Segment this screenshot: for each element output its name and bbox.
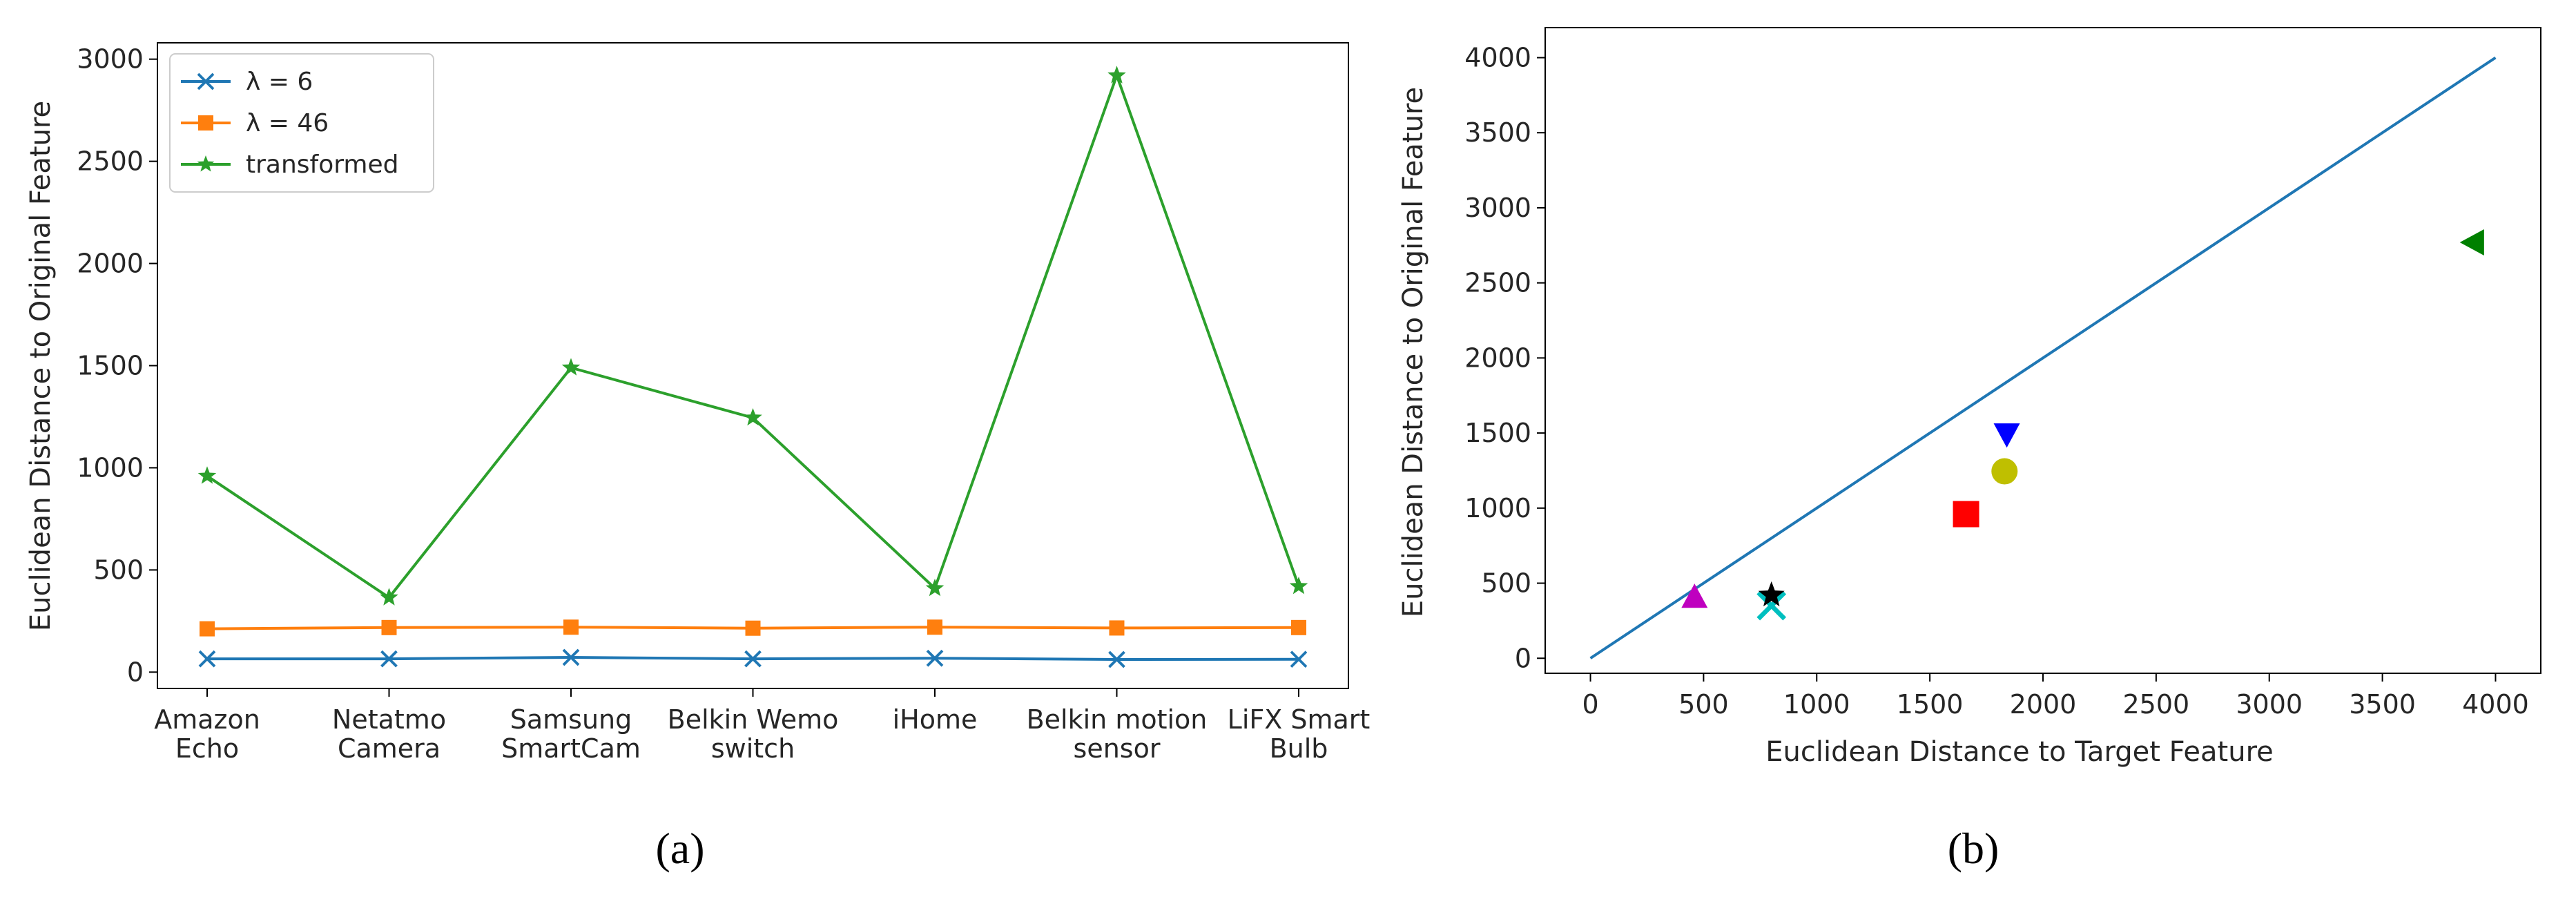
x-tick-label: 3000 bbox=[2236, 689, 2303, 720]
chart-b-plot-frame bbox=[1544, 27, 2541, 674]
chart-b-y-ticks: 0 500 1000 1500 2000 2500 3000 3500 4000 bbox=[1464, 42, 1545, 673]
x-tick-label: 2500 bbox=[2123, 689, 2190, 720]
x-tick-label: 4000 bbox=[2462, 689, 2529, 720]
caption-b: (b) bbox=[1948, 824, 1999, 873]
legend-label: transformed bbox=[246, 151, 398, 179]
chart-b: 0 500 1000 1500 2000 2500 3000 3500 4000 0 500 100… bbox=[1397, 27, 2541, 768]
data-point bbox=[562, 648, 580, 666]
x-tick-label: Samsung bbox=[510, 704, 632, 735]
data-point bbox=[1289, 577, 1308, 595]
data-point bbox=[1109, 620, 1125, 636]
chart-a-y-axis-label: Euclidean Distance to Original Feature bbox=[25, 101, 57, 631]
data-point bbox=[925, 579, 945, 597]
scatter-point bbox=[1993, 423, 2020, 448]
x-tick-label: Echo bbox=[175, 733, 239, 764]
chart-b-y-axis-label: Euclidean Distance to Original Feature bbox=[1397, 87, 1429, 617]
legend-swatch-marker bbox=[198, 115, 213, 131]
y-tick-label: 2000 bbox=[77, 249, 144, 279]
x-tick-label: switch bbox=[711, 733, 795, 764]
data-point bbox=[381, 619, 397, 635]
x-tick-label: Belkin Wemo bbox=[668, 704, 839, 735]
chart-a-legend: λ = 6 λ = 46 transformed bbox=[169, 53, 434, 193]
data-point bbox=[380, 588, 398, 606]
scatter-point bbox=[1756, 590, 1787, 621]
y-tick-label: 0 bbox=[1515, 643, 1531, 673]
data-point bbox=[745, 620, 761, 636]
data-point bbox=[744, 650, 762, 668]
x-tick-label: 2000 bbox=[2010, 689, 2077, 720]
y-tick-label: 2500 bbox=[77, 146, 144, 177]
legend-label: λ = 6 bbox=[246, 68, 313, 96]
chart-a-y-ticks: 0 500 1000 1500 2000 2500 3000 bbox=[77, 44, 157, 687]
x-tick-label: Amazon bbox=[154, 704, 260, 735]
data-point bbox=[927, 619, 942, 635]
y-tick-label: 1500 bbox=[1464, 418, 1531, 448]
x-tick-label: 0 bbox=[1582, 689, 1598, 720]
data-point bbox=[380, 650, 398, 668]
data-point bbox=[926, 649, 944, 667]
x-tick-label: SmartCam bbox=[501, 733, 641, 764]
scatter-point bbox=[2459, 229, 2484, 255]
scatter-point bbox=[1991, 458, 2018, 485]
data-point bbox=[198, 650, 216, 668]
scatter-point bbox=[1681, 583, 1708, 608]
y-tick-label: 4000 bbox=[1464, 42, 1531, 73]
chart-b-reference-line bbox=[1589, 56, 2497, 659]
x-tick-label: Bulb bbox=[1270, 733, 1328, 764]
data-point bbox=[1290, 650, 1308, 668]
data-point bbox=[744, 408, 762, 426]
x-tick-label: 1000 bbox=[1783, 689, 1850, 720]
chart-a-series bbox=[197, 66, 1308, 668]
scatter-point bbox=[1758, 581, 1785, 607]
x-tick-label: 3500 bbox=[2349, 689, 2416, 720]
x-tick-label: Belkin motion bbox=[1027, 704, 1208, 735]
y-tick-label: 1000 bbox=[1464, 493, 1531, 523]
data-point bbox=[563, 619, 579, 635]
x-tick-label: sensor bbox=[1074, 733, 1161, 764]
x-tick-label: LiFX Smart bbox=[1228, 704, 1371, 735]
data-point bbox=[197, 466, 217, 484]
legend-box bbox=[169, 53, 434, 193]
legend-label: λ = 46 bbox=[246, 109, 329, 137]
y-tick-label: 1000 bbox=[77, 452, 144, 483]
y-tick-label: 3000 bbox=[1464, 193, 1531, 223]
x-tick-label: 1500 bbox=[1897, 689, 1964, 720]
x-tick-label: iHome bbox=[893, 704, 978, 735]
y-tick-label: 1500 bbox=[77, 351, 144, 381]
data-point bbox=[1108, 650, 1125, 668]
data-point bbox=[200, 621, 215, 637]
data-point bbox=[1107, 66, 1126, 84]
chart-b-points bbox=[1681, 229, 2484, 621]
x-tick-label: Netatmo bbox=[332, 704, 446, 735]
chart-b-x-ticks: 0 500 1000 1500 2000 2500 3000 3500 4000 bbox=[1582, 673, 2529, 720]
data-point bbox=[561, 358, 581, 376]
caption-a: (a) bbox=[655, 824, 704, 873]
y-tick-label: 2000 bbox=[1464, 343, 1531, 373]
x-tick-label: 500 bbox=[1678, 689, 1729, 720]
y-tick-label: 3500 bbox=[1464, 117, 1531, 148]
data-point bbox=[1291, 619, 1306, 635]
y-tick-label: 3000 bbox=[77, 44, 144, 75]
y-tick-label: 500 bbox=[1481, 568, 1531, 599]
scatter-point bbox=[1953, 501, 1979, 528]
x-tick-label: Camera bbox=[338, 733, 440, 764]
chart-b-x-axis-label: Euclidean Distance to Target Feature bbox=[1765, 736, 2274, 768]
legend-swatch-marker bbox=[197, 73, 215, 90]
y-tick-label: 0 bbox=[127, 657, 144, 687]
y-tick-label: 500 bbox=[93, 554, 144, 585]
reference-line bbox=[1589, 56, 2497, 659]
y-tick-label: 2500 bbox=[1464, 268, 1531, 298]
legend-swatch-marker bbox=[197, 155, 215, 172]
